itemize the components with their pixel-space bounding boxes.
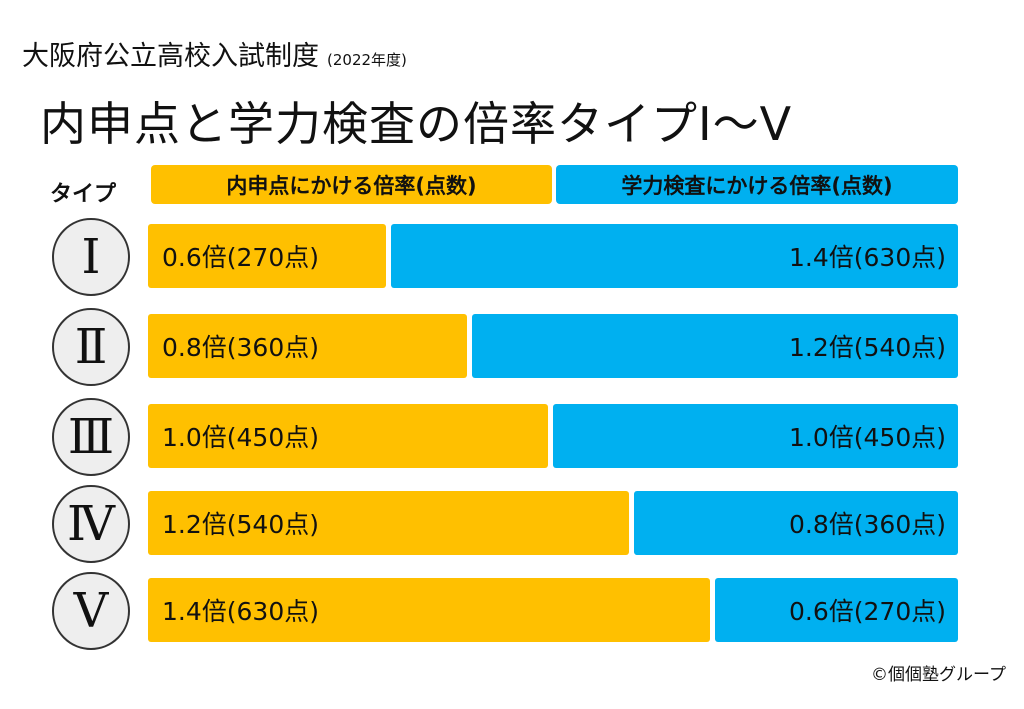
subtitle-text: 大阪府公立高校入試制度 [22, 41, 319, 72]
type-badge-2: Ⅱ [52, 308, 130, 386]
bar-naishin-5: 1.4倍(630点) [148, 578, 710, 642]
legend-naishin: 内申点にかける倍率(点数) [151, 165, 552, 204]
type-badge-4: Ⅳ [52, 485, 130, 563]
type-badge-3: Ⅲ [52, 398, 130, 476]
page-title: 内申点と学力検査の倍率タイプⅠ～Ⅴ [40, 97, 793, 151]
type-header: タイプ [50, 182, 117, 207]
bar-gakuryoku-5: 0.6倍(270点) [715, 578, 958, 642]
bar-gakuryoku-3: 1.0倍(450点) [553, 404, 958, 468]
bar-gakuryoku-2: 1.2倍(540点) [472, 314, 958, 378]
type-badge-5: Ⅴ [52, 572, 130, 650]
bar-naishin-2: 0.8倍(360点) [148, 314, 467, 378]
year-label: (2022年度) [327, 51, 407, 69]
subtitle: 大阪府公立高校入試制度 (2022年度) [22, 34, 407, 73]
bar-naishin-3: 1.0倍(450点) [148, 404, 548, 468]
bar-naishin-4: 1.2倍(540点) [148, 491, 629, 555]
copyright: ©個個塾グループ [871, 665, 1006, 685]
bar-naishin-1: 0.6倍(270点) [148, 224, 386, 288]
bar-gakuryoku-1: 1.4倍(630点) [391, 224, 958, 288]
type-badge-1: Ⅰ [52, 218, 130, 296]
bar-gakuryoku-4: 0.8倍(360点) [634, 491, 958, 555]
legend-gakuryoku: 学力検査にかける倍率(点数) [556, 165, 958, 204]
